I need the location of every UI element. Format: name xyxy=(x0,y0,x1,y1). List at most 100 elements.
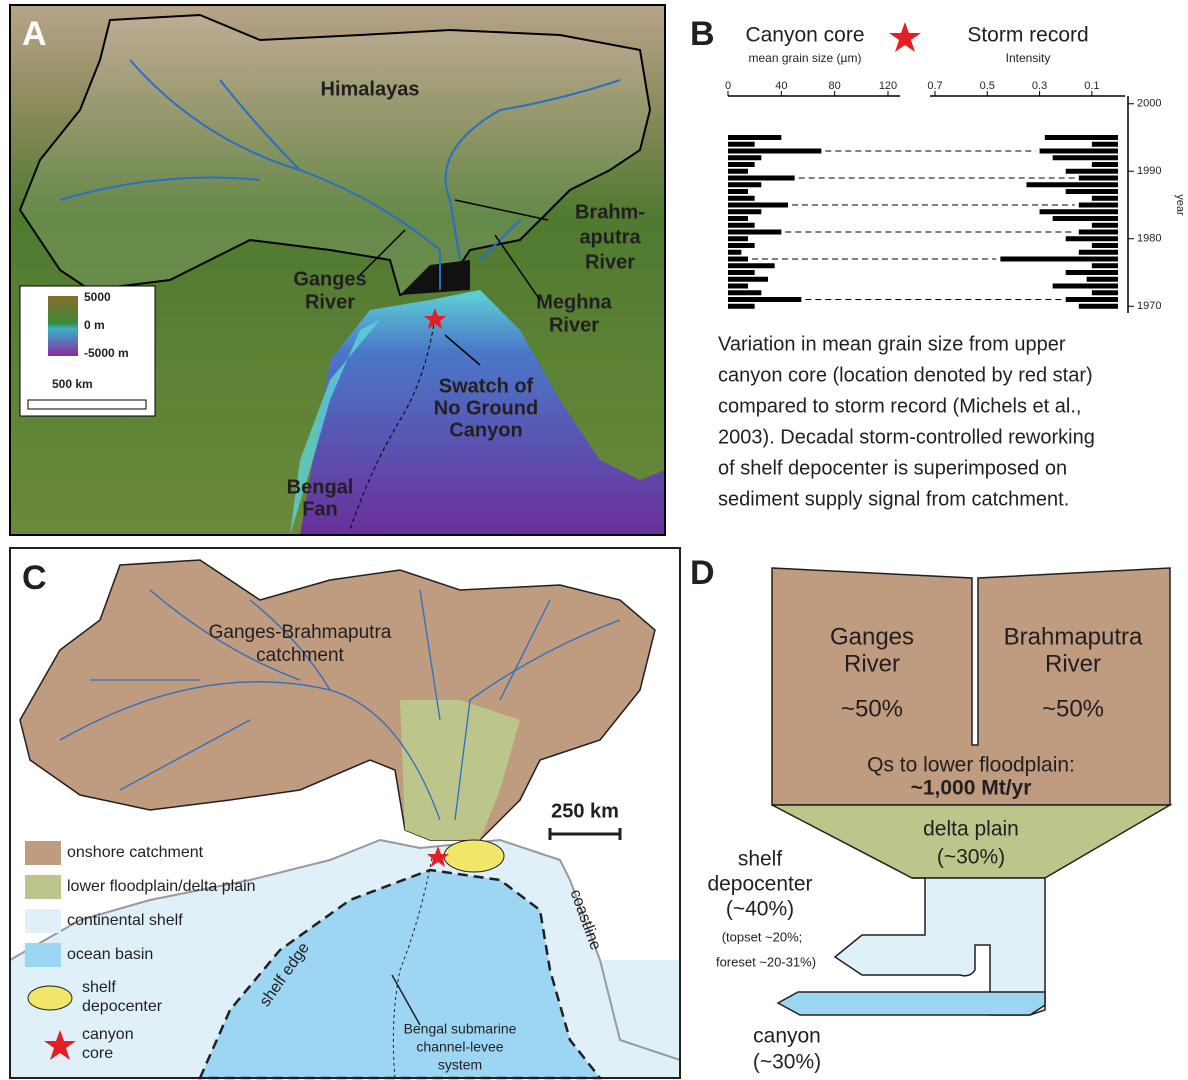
box-label: delta plain xyxy=(923,818,1019,841)
bar xyxy=(728,169,748,174)
bar xyxy=(728,149,821,154)
legend-label: continental shelf xyxy=(67,912,183,929)
x-tick-label: 0.1 xyxy=(1084,80,1099,92)
legend-label: onshore catchment xyxy=(67,844,204,861)
bar xyxy=(1092,263,1118,268)
panel-c: C Ganges-Brahmaputra catchment 250 km sh… xyxy=(10,548,680,1078)
x-tick-label: 0.7 xyxy=(927,80,942,92)
bar xyxy=(728,216,748,221)
map-label: River xyxy=(549,314,599,336)
box-label: shelf xyxy=(738,848,783,871)
panel-d: D Ganges River ~50% Brahmaputra River ~5… xyxy=(690,554,1170,1074)
box-label: (~30%) xyxy=(753,1051,821,1074)
bar xyxy=(728,297,801,302)
bar xyxy=(1040,209,1118,214)
panel-letter: C xyxy=(22,559,47,597)
bar xyxy=(1053,216,1118,221)
y-axis-label: year xyxy=(1174,194,1186,216)
legend-label: core xyxy=(82,1045,113,1062)
map-label: catchment xyxy=(256,645,344,666)
map-label: No Ground xyxy=(434,397,538,419)
x-tick-label: 0 xyxy=(725,80,731,92)
box-label: depocenter xyxy=(707,873,812,896)
map-label: Brahm- xyxy=(575,201,645,223)
depocenter xyxy=(444,840,504,872)
axis-label: mean grain size (µm) xyxy=(749,51,862,65)
legend-label: canyon xyxy=(82,1026,134,1043)
bar xyxy=(728,176,795,181)
box-label: Qs to lower floodplain: xyxy=(867,754,1075,777)
legend-label: ocean basin xyxy=(67,946,153,963)
box-label: Brahmaputra xyxy=(1004,623,1143,650)
bar xyxy=(1066,236,1118,241)
legend-swatch xyxy=(25,875,61,899)
star xyxy=(889,22,921,52)
caption-line: sediment supply signal from catchment. xyxy=(718,488,1069,510)
bar xyxy=(1092,142,1118,147)
bar xyxy=(728,196,755,201)
map-label: Canyon xyxy=(449,419,522,441)
bar xyxy=(1040,149,1118,154)
bar xyxy=(1079,304,1118,309)
bar xyxy=(728,203,788,208)
map-label: River xyxy=(585,251,635,273)
map-label: channel-levee xyxy=(416,1039,503,1055)
bar xyxy=(728,243,755,248)
box-label: (~30%) xyxy=(937,846,1005,869)
bar xyxy=(728,304,755,309)
box-label: foreset ~20-31%) xyxy=(716,954,816,969)
caption-line: of shelf depocenter is superimposed on xyxy=(718,457,1067,479)
panel-a: A Himalayas Ganges River Brahm- aputra R… xyxy=(10,5,665,535)
bar xyxy=(1079,250,1118,255)
bar xyxy=(728,209,761,214)
caption: Variation in mean grain size from upperc… xyxy=(718,333,1095,510)
map-label: Ganges xyxy=(293,268,366,290)
box-label: ~1,000 Mt/yr xyxy=(911,777,1032,800)
legend-label: lower floodplain/delta plain xyxy=(67,878,256,895)
scale-bar xyxy=(28,400,146,409)
map-label: Ganges-Brahmaputra xyxy=(209,622,392,643)
y-tick-label: 1970 xyxy=(1137,300,1161,312)
y-tick-label: 1990 xyxy=(1137,165,1161,177)
bar xyxy=(1087,277,1118,282)
bar xyxy=(1066,189,1118,194)
scale-label: 250 km xyxy=(551,800,619,822)
bar xyxy=(728,155,761,160)
bar xyxy=(1092,196,1118,201)
legend-label: 0 m xyxy=(84,318,105,332)
panel-letter: D xyxy=(690,554,715,592)
bar xyxy=(728,189,748,194)
bar xyxy=(1092,290,1118,295)
y-tick-label: 2000 xyxy=(1137,98,1161,110)
map-label: Swatch of xyxy=(439,375,534,397)
bar xyxy=(1092,223,1118,228)
x-tick-label: 80 xyxy=(829,80,841,92)
box-label: ~50% xyxy=(1042,695,1104,722)
caption-line: 2003). Decadal storm-controlled reworkin… xyxy=(718,426,1095,448)
box-label: canyon xyxy=(753,1025,821,1048)
legend-swatch xyxy=(28,986,72,1010)
bar xyxy=(728,250,741,255)
map-label: Fan xyxy=(302,498,338,520)
bar xyxy=(728,162,755,167)
figure: A Himalayas Ganges River Brahm- aputra R… xyxy=(0,0,1188,1080)
box-label: River xyxy=(844,650,900,677)
bar xyxy=(728,263,775,268)
legend-label: 500 km xyxy=(52,377,93,391)
legend-label: shelf xyxy=(82,979,116,996)
legend-swatch xyxy=(25,841,61,865)
bar xyxy=(728,257,748,262)
panel-letter: B xyxy=(690,15,715,53)
bar xyxy=(728,135,781,140)
legend-swatch xyxy=(25,909,61,933)
bar xyxy=(1027,182,1119,187)
bar xyxy=(1092,243,1118,248)
bar xyxy=(1079,230,1118,235)
bar xyxy=(1092,162,1118,167)
bar xyxy=(728,277,768,282)
bar xyxy=(1053,155,1118,160)
map-label: system xyxy=(438,1057,482,1073)
bar xyxy=(1053,284,1118,289)
bar xyxy=(728,290,761,295)
